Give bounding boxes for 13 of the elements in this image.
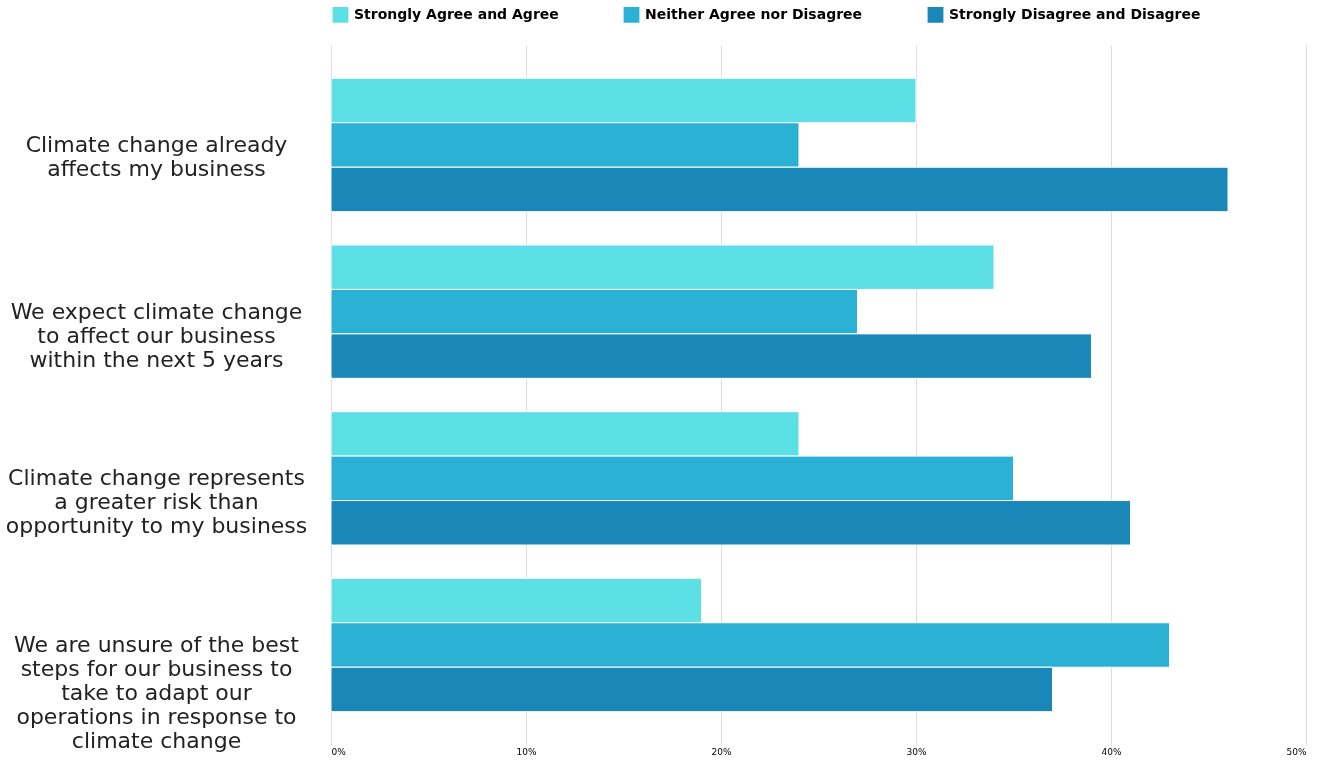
legend-label: Strongly Disagree and Disagree — [949, 5, 1201, 22]
y-tick-label: Climate change already affects my business — [25, 132, 288, 181]
x-tick-label: 50% — [1286, 746, 1307, 757]
y-tick-label: We are unsure of the best steps for our business to take to adapt our operations in response to climate change — [14, 632, 300, 753]
x-tick-label: 0% — [331, 746, 347, 757]
x-tick-label: 30% — [906, 746, 927, 757]
y-tick-label: We expect climate change to affect our business within the next 5 years — [10, 298, 303, 372]
y-tick-label: Climate change represents a greater risk than opportunity to my business — [5, 465, 308, 539]
x-tick-label: 40% — [1101, 746, 1122, 757]
x-tick-label: 20% — [711, 746, 732, 757]
legend-label: Neither Agree nor Disagree — [645, 5, 863, 22]
legend-label: Strongly Agree and Agree — [354, 5, 559, 22]
x-tick-label: 10% — [516, 746, 537, 757]
